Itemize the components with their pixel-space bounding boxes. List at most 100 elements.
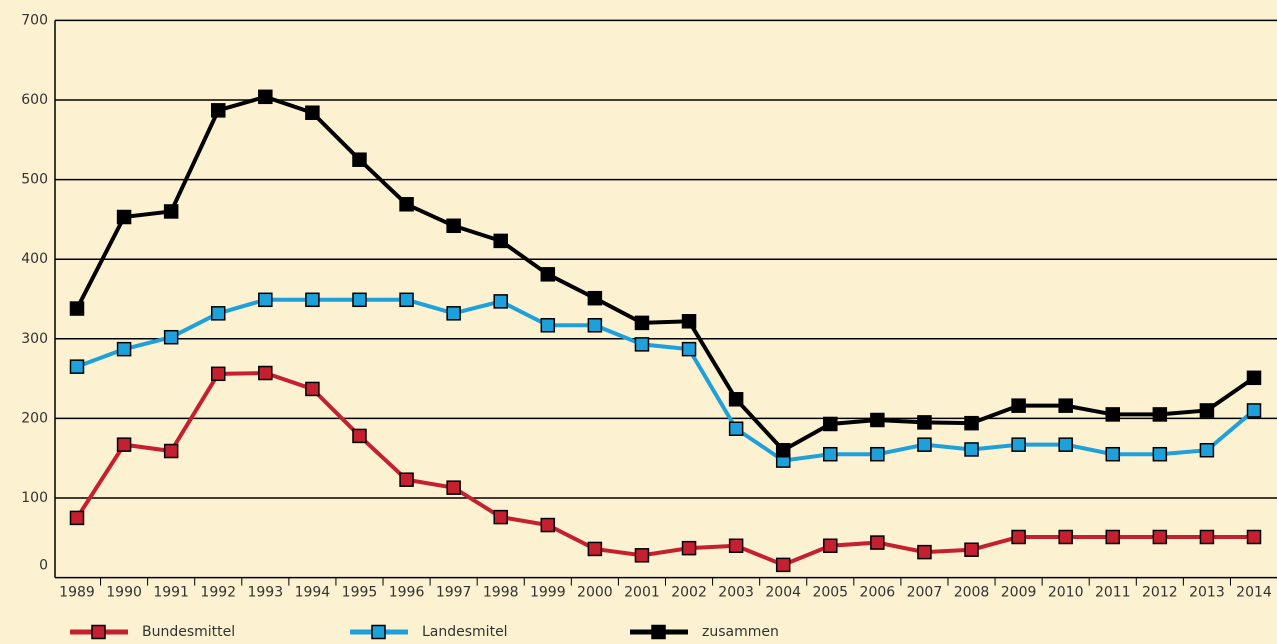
point: [493, 294, 508, 309]
point: [1105, 446, 1121, 462]
x-tick-label: 1993: [247, 585, 283, 601]
point: [728, 538, 744, 554]
legend-label: zusammen: [702, 624, 779, 640]
point: [1152, 529, 1168, 545]
point: [681, 314, 697, 329]
x-tick-label: 1994: [295, 585, 331, 601]
point: [493, 509, 508, 525]
x-tick-label: 1995: [342, 585, 378, 601]
point: [493, 233, 508, 249]
y-tick-label: 700: [21, 12, 48, 28]
point: [163, 329, 179, 345]
point: [587, 290, 603, 306]
x-tick-label: 1991: [153, 585, 189, 601]
point: [775, 557, 791, 573]
x-tick-label: 2004: [765, 585, 801, 601]
y-tick-label: 0: [39, 558, 48, 574]
point: [823, 446, 838, 462]
series-line: [75, 371, 1254, 568]
point: [258, 365, 273, 381]
point: [634, 315, 650, 331]
x-tick-label: 1989: [59, 585, 95, 601]
x-tick-label: 2001: [624, 585, 660, 601]
point: [1058, 437, 1073, 452]
point: [964, 442, 979, 457]
x-tick-label: 2007: [907, 585, 943, 601]
x-tick-label: 1999: [530, 585, 566, 601]
point: [1058, 398, 1073, 413]
point: [775, 442, 791, 458]
point: [210, 103, 226, 118]
point: [305, 105, 320, 120]
point: [1152, 407, 1168, 422]
y-tick-label: 500: [21, 172, 48, 188]
point: [728, 421, 744, 436]
x-tick-label: 2009: [1001, 585, 1037, 601]
x-tick-label: 2013: [1189, 585, 1225, 601]
y-tick-label: 400: [21, 251, 48, 267]
point: [1011, 529, 1026, 545]
x-tick-label: 1996: [389, 585, 425, 601]
point: [823, 538, 838, 554]
point: [917, 437, 932, 452]
point: [1199, 442, 1215, 458]
point: [399, 197, 414, 212]
point: [1058, 529, 1073, 545]
y-tick-label: 200: [21, 410, 48, 426]
series-line: [76, 297, 1256, 463]
point: [1246, 370, 1262, 386]
legend-marker: [371, 624, 386, 640]
point: [587, 318, 603, 333]
point: [446, 306, 461, 321]
point: [69, 301, 85, 316]
point: [116, 209, 132, 225]
point: [1011, 398, 1026, 413]
point: [634, 548, 650, 563]
legend-marker: [91, 624, 106, 640]
point: [681, 341, 697, 357]
point: [964, 415, 979, 431]
x-tick-label: 2011: [1095, 585, 1131, 601]
point: [352, 292, 367, 308]
x-tick-label: 2005: [812, 585, 848, 601]
point: [446, 480, 461, 495]
point: [116, 341, 132, 357]
x-tick-label: 2010: [1048, 585, 1084, 601]
point: [1105, 529, 1121, 545]
point: [870, 412, 885, 428]
point: [163, 204, 179, 219]
point: [870, 446, 885, 462]
x-tick-label: 1990: [106, 585, 142, 601]
point: [587, 541, 603, 557]
point: [352, 152, 367, 167]
point: [964, 542, 979, 557]
point: [823, 416, 838, 432]
point: [681, 540, 697, 556]
point: [1011, 437, 1026, 452]
x-tick-label: 1992: [200, 585, 236, 601]
point: [69, 510, 85, 526]
point: [1199, 529, 1215, 545]
x-tick-label: 2002: [671, 585, 707, 601]
point: [305, 381, 320, 397]
x-tick-label: 2012: [1142, 585, 1178, 601]
point: [917, 544, 932, 560]
y-tick-label: 300: [21, 331, 48, 347]
x-tick-label: 2008: [954, 585, 990, 601]
point: [1199, 403, 1215, 418]
point: [258, 89, 273, 105]
point: [352, 428, 367, 444]
point: [258, 292, 273, 308]
point: [540, 267, 556, 282]
y-tick-label: 100: [21, 490, 48, 506]
legend-marker: [651, 624, 666, 640]
x-tick-label: 1997: [436, 585, 472, 601]
series-line: [75, 94, 1256, 453]
point: [540, 517, 556, 533]
point: [446, 218, 461, 234]
point: [728, 392, 744, 407]
y-tick-label: 600: [21, 92, 48, 108]
point: [210, 366, 226, 382]
point: [399, 472, 414, 487]
